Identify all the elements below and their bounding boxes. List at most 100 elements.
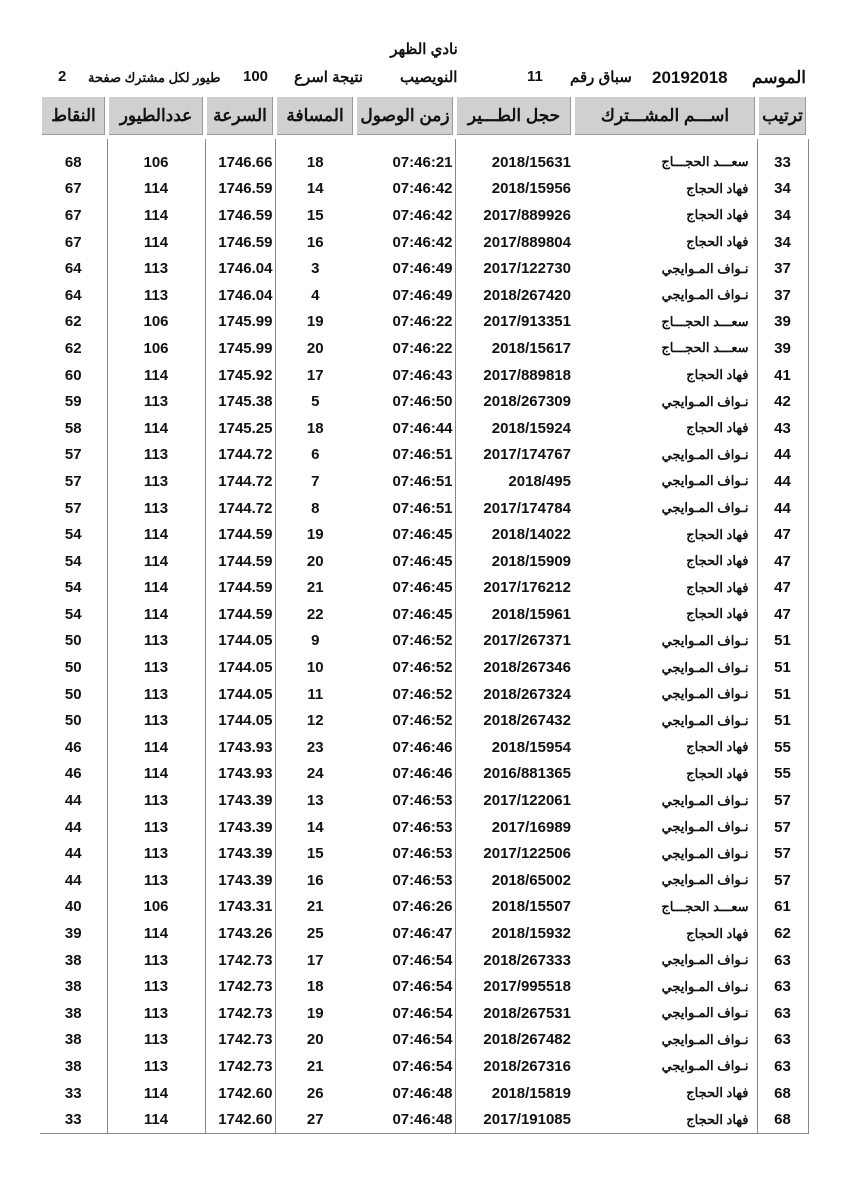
arrival-time-cell: 07:46:53 bbox=[392, 818, 453, 836]
distance-cell: 15 bbox=[306, 206, 324, 224]
spacer-row bbox=[40, 139, 809, 149]
column-header-distance: المسافة bbox=[275, 95, 355, 139]
ring-number-cell: 2018/267531 bbox=[454, 1000, 573, 1027]
distance-cell: 20 bbox=[306, 552, 324, 570]
ring-number-cell: 2018/65002 bbox=[454, 867, 573, 894]
ring-number-cell: 2018/267333 bbox=[454, 946, 573, 974]
table-row: 57 نـواف المـوايجي 2017/122061 07:46:53 13 17… bbox=[40, 787, 809, 814]
participant-name-cell: نـواف المـوايجي bbox=[661, 819, 749, 835]
speed-cell: 1744.05 bbox=[204, 707, 276, 735]
participant-name-cell: نـواف المـوايجي bbox=[661, 792, 749, 808]
table-row: 44 نـواف المـوايجي 2017/174784 07:46:51 8 174… bbox=[40, 494, 809, 522]
speed-cell: 1744.05 bbox=[204, 654, 276, 681]
speed-cell: 1742.73 bbox=[204, 1026, 276, 1054]
rank-cell: 68 bbox=[756, 1079, 809, 1107]
distance-cell: 27 bbox=[275, 1106, 355, 1134]
column-header-speed: السرعة bbox=[205, 95, 275, 139]
table-row: 43 فهاد الحجاج 2018/15924 07:46:44 18 1745.25… bbox=[40, 414, 809, 442]
speed-cell: 1745.92 bbox=[204, 361, 276, 389]
distance-cell: 19 bbox=[306, 1004, 324, 1022]
bird-count-cell: 114 bbox=[143, 526, 169, 544]
column-header-label: عددالطيور bbox=[109, 97, 203, 135]
participant-name-cell: نـواف المـوايجي bbox=[661, 659, 749, 675]
rank-cell: 68 bbox=[756, 1106, 809, 1134]
column-header-label: حجل الطـــير bbox=[457, 97, 571, 135]
arrival-time-cell: 07:46:52 bbox=[392, 712, 453, 730]
points-cell: 62 bbox=[40, 335, 108, 362]
bird-count-cell: 106 bbox=[143, 313, 169, 331]
participant-name-cell: نـواف المـوايجي bbox=[661, 1031, 749, 1047]
bird-count-cell: 114 bbox=[143, 1084, 169, 1102]
table-body: 33 سعـــد الحجـــاج 2018/15631 07:46:21 18 17… bbox=[40, 139, 809, 1134]
arrival-time-cell: 07:46:45 bbox=[392, 579, 453, 597]
bird-count-cell: 114 bbox=[143, 419, 169, 437]
participant-name-cell: فهاد الحجاج bbox=[686, 739, 749, 755]
distance-cell: 14 bbox=[306, 180, 324, 198]
ring-number-cell: 2017/995518 bbox=[454, 973, 573, 1000]
bird-count-cell: 106 bbox=[143, 153, 169, 171]
bird-count-cell: 114 bbox=[143, 233, 169, 251]
speed-cell: 1743.93 bbox=[204, 734, 276, 761]
points-cell: 67 bbox=[40, 228, 108, 256]
arrival-time-cell: 07:46:54 bbox=[392, 1057, 453, 1075]
ring-number-cell: 2018/267420 bbox=[454, 281, 573, 309]
speed-cell: 1744.59 bbox=[204, 547, 276, 575]
arrival-time-cell: 07:46:48 bbox=[392, 1084, 453, 1102]
distance-cell: 6 bbox=[311, 446, 320, 464]
rank-cell: 57 bbox=[756, 867, 809, 894]
ring-number-cell: 2017/889804 bbox=[454, 228, 573, 256]
bird-count-cell: 113 bbox=[143, 951, 169, 969]
speed-cell: 1743.39 bbox=[204, 813, 276, 841]
rank-cell: 55 bbox=[756, 734, 809, 761]
ring-number-cell: 2018/15819 bbox=[454, 1079, 573, 1107]
arrival-time-cell: 07:46:52 bbox=[392, 659, 453, 677]
result-value: 100 bbox=[243, 68, 269, 85]
speed-cell: 1744.72 bbox=[204, 494, 276, 522]
points-cell: 58 bbox=[40, 414, 108, 442]
column-header-rank: ترتيب bbox=[757, 95, 808, 139]
arrival-time-cell: 07:46:54 bbox=[392, 978, 453, 996]
table-row: 37 نـواف المـوايجي 2018/267420 07:46:49 4 174… bbox=[40, 281, 809, 309]
participant-name-cell: فهاد الحجاج bbox=[686, 553, 749, 569]
table-row: 55 فهاد الحجاج 2018/15954 07:46:46 23 1743.93… bbox=[40, 734, 809, 761]
spacer-cell bbox=[573, 139, 757, 149]
arrival-time-cell: 07:46:52 bbox=[392, 632, 453, 650]
participant-name-cell: فهاد الحجاج bbox=[686, 765, 749, 781]
bird-count-cell: 113 bbox=[143, 792, 169, 810]
ring-number-cell: 2018/15617 bbox=[454, 335, 573, 362]
distance-cell: 3 bbox=[311, 260, 320, 278]
race-value: 11 bbox=[527, 68, 543, 85]
participant-name-cell: سعـــد الحجـــاج bbox=[661, 154, 749, 170]
table-row: 57 نـواف المـوايجي 2018/65002 07:46:53 16 174… bbox=[40, 867, 809, 894]
arrival-time-cell: 07:46:51 bbox=[392, 446, 453, 464]
ring-number-cell: 2018/15932 bbox=[454, 920, 573, 947]
speed-cell: 1744.59 bbox=[204, 521, 276, 548]
points-cell: 38 bbox=[40, 1053, 108, 1080]
distance-cell: 15 bbox=[306, 845, 324, 863]
participant-name-cell: سعـــد الحجـــاج bbox=[661, 340, 749, 356]
speed-cell: 1743.39 bbox=[204, 840, 276, 868]
points-cell: 39 bbox=[40, 920, 108, 947]
arrival-time-cell: 07:46:54 bbox=[392, 1031, 453, 1049]
arrival-time-cell: 07:46:22 bbox=[392, 313, 453, 331]
distance-cell: 4 bbox=[311, 286, 320, 304]
spacer-cell bbox=[204, 139, 276, 149]
distance-cell: 11 bbox=[307, 685, 324, 703]
rank-cell: 63 bbox=[756, 1026, 809, 1054]
arrival-time-cell: 07:46:26 bbox=[392, 898, 453, 916]
points-cell: 67 bbox=[40, 175, 108, 203]
speed-cell: 1745.99 bbox=[204, 335, 276, 362]
points-cell: 38 bbox=[40, 946, 108, 974]
participant-name-cell: نـواف المـوايجي bbox=[661, 952, 749, 968]
bird-count-cell: 113 bbox=[143, 845, 169, 863]
participant-name-cell: نـواف المـوايجي bbox=[661, 712, 749, 728]
table-row: 47 فهاد الحجاج 2018/15961 07:46:45 22 1744.59… bbox=[40, 601, 809, 628]
table-row: 61 سعـــد الحجـــاج 2018/15507 07:46:26 21 17… bbox=[40, 893, 809, 921]
participant-name-cell: نـواف المـوايجي bbox=[661, 1005, 749, 1021]
table-row: 57 نـواف المـوايجي 2017/16989 07:46:53 14 174… bbox=[40, 813, 809, 841]
ring-number-cell: 2017/174784 bbox=[454, 494, 573, 522]
bird-count-cell: 114 bbox=[143, 366, 169, 384]
points-cell: 33 bbox=[40, 1079, 108, 1107]
ring-number-cell: 2018/267346 bbox=[454, 654, 573, 681]
spacer-cell bbox=[275, 139, 355, 149]
